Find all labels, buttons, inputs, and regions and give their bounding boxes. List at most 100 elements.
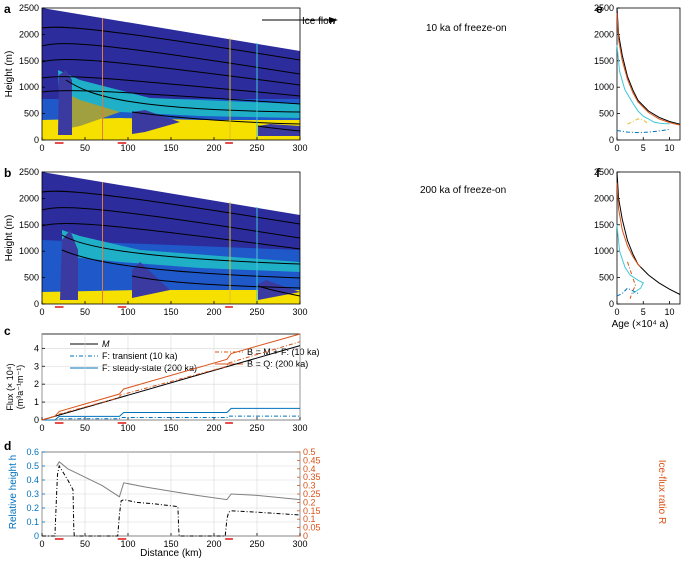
freeze-on-label-a: 10 ka of freeze-on [426, 23, 507, 34]
y-tick-label-b: 1500 [19, 220, 39, 230]
legend-label-m: M [102, 339, 110, 349]
plume-2-b [132, 262, 170, 298]
panel-b: b 200 ka of freeze-on [4, 166, 506, 304]
plot-frame-f [616, 171, 681, 305]
plume-1-b [60, 230, 78, 300]
panel-a: a I [4, 2, 507, 140]
y-tick-label-d: 0.4 [26, 475, 39, 485]
y-tick-label-a: 2000 [19, 29, 39, 39]
distance-xlabel: Distance (km) [140, 548, 202, 559]
layer-yellow-a [42, 118, 300, 140]
height-ylabel-b: Height (m) [4, 215, 15, 262]
layer-olive-a [60, 90, 120, 130]
legend-label-b-transient: B = M + F: (10 ka) [247, 347, 320, 357]
y-tick-label-d: 0.2 [26, 503, 39, 513]
series-group-c [41, 333, 301, 421]
series-line-c-3 [41, 341, 301, 421]
x-tick-label-a: 300 [292, 143, 307, 153]
y-tick-label-c: 4 [34, 343, 39, 353]
x-tick-label-a: 100 [120, 143, 135, 153]
x-tick-label-c: 50 [80, 423, 90, 433]
y-tick-label-d: 0 [34, 531, 39, 541]
panel-label-d: d [4, 439, 11, 453]
y-tick-label-b: 500 [24, 273, 39, 283]
y2-tick-label-d: 0.1 [303, 514, 316, 524]
series-line-e-3 [616, 128, 670, 134]
x-tick-label-d: 0 [39, 539, 44, 549]
x-tick-label-c: 300 [292, 423, 307, 433]
series-line-c-4 [41, 333, 301, 421]
x-tick-label-c: 250 [249, 423, 264, 433]
y-tick-label-d: 0.1 [26, 517, 39, 527]
panel-label-a: a [4, 2, 11, 16]
series-line-f-1 [616, 182, 641, 268]
y-tick-label-e: 1000 [594, 82, 614, 92]
profile-lines-b [102, 182, 258, 304]
x-tick-label-d: 150 [163, 539, 178, 549]
axes-b: 0 50 100 150 200 250 300 0 500 1000 1500 2000 2500 [19, 167, 308, 317]
y-tick-label-d: 0.5 [26, 461, 39, 471]
ratio-ylabel: Ice-flux ratio R [656, 460, 667, 524]
y-tick-label-b: 2500 [19, 167, 39, 177]
series-line-e-1 [616, 13, 681, 126]
series-group-f [616, 171, 681, 299]
x-tick-label-b: 200 [206, 307, 221, 317]
panel-label-b: b [4, 166, 11, 180]
y-tick-label-f: 2500 [594, 167, 614, 177]
y-tick-label-a: 500 [24, 109, 39, 119]
plume-2-a [132, 110, 180, 134]
y2-tick-label-d: 0.35 [303, 472, 321, 482]
series-line-c-0 [41, 345, 301, 421]
series-line-f-2 [627, 261, 636, 299]
series-line-e-2 [616, 44, 670, 125]
x-tick-label-a: 150 [163, 143, 178, 153]
x-tick-label-c: 0 [39, 423, 44, 433]
x-tick-label-a: 250 [249, 143, 264, 153]
series-line-c-1 [42, 415, 300, 421]
y-tick-label-d: 0.6 [26, 447, 39, 457]
y2-tick-label-d: 0 [303, 531, 308, 541]
y-tick-label-c: 3 [34, 361, 39, 371]
x-tick-label-d: 50 [80, 539, 90, 549]
rel-height-ylabel: Relative height h [8, 455, 19, 530]
profile-lines-a [102, 18, 258, 140]
axes-d-right: 00.050.10.150.20.250.30.350.40.450.5 [297, 447, 321, 541]
y2-tick-label-d: 0.05 [303, 523, 321, 533]
x-tick-label-b: 100 [120, 307, 135, 317]
series-line-d-0 [56, 461, 301, 501]
y-tick-label-a: 1000 [19, 82, 39, 92]
y-tick-label-c: 2 [34, 379, 39, 389]
y-tick-label-f: 1000 [594, 246, 614, 256]
x-tick-label-f: 5 [641, 307, 646, 317]
plot-frame-e [616, 7, 681, 141]
y-tick-label-c: 0 [34, 415, 39, 425]
series-line-d-1 [42, 464, 301, 537]
x-tick-label-b: 300 [292, 307, 307, 317]
y-tick-label-a: 2500 [19, 3, 39, 13]
y-tick-label-f: 1500 [594, 220, 614, 230]
axes-a: 0 50 100 150 200 250 300 0 500 1000 1500 2000 2500 [19, 3, 308, 153]
x-tick-label-d: 250 [249, 539, 264, 549]
y-tick-label-f: 2000 [594, 193, 614, 203]
y-tick-label-a: 1500 [19, 56, 39, 66]
x-tick-label-e: 10 [664, 143, 674, 153]
y-tick-label-f: 500 [599, 273, 614, 283]
y-tick-label-b: 0 [34, 299, 39, 309]
y-tick-label-b: 2000 [19, 193, 39, 203]
y2-tick-label-d: 0.15 [303, 506, 321, 516]
x-tick-label-a: 0 [39, 143, 44, 153]
x-tick-label-b: 250 [249, 307, 264, 317]
axes-c: 0 50 100 150 200 250 300 0 1 2 3 4 [34, 333, 308, 433]
series-group-d [42, 461, 301, 537]
y-tick-label-a: 0 [34, 135, 39, 145]
age-xlabel: Age (×10⁴ a) [612, 319, 669, 330]
y-tick-label-e: 0 [609, 135, 614, 145]
axes-e: 0 5 10 0 500 1000 1500 2000 2500 [594, 3, 681, 153]
legend-label-f-transient: F: transient (10 ka) [102, 351, 178, 361]
x-tick-label-b: 0 [39, 307, 44, 317]
flux-ylabel-1: Flux (× 10⁴) [5, 363, 15, 410]
y2-tick-label-d: 0.5 [303, 447, 316, 457]
x-tick-label-e: 5 [641, 143, 646, 153]
